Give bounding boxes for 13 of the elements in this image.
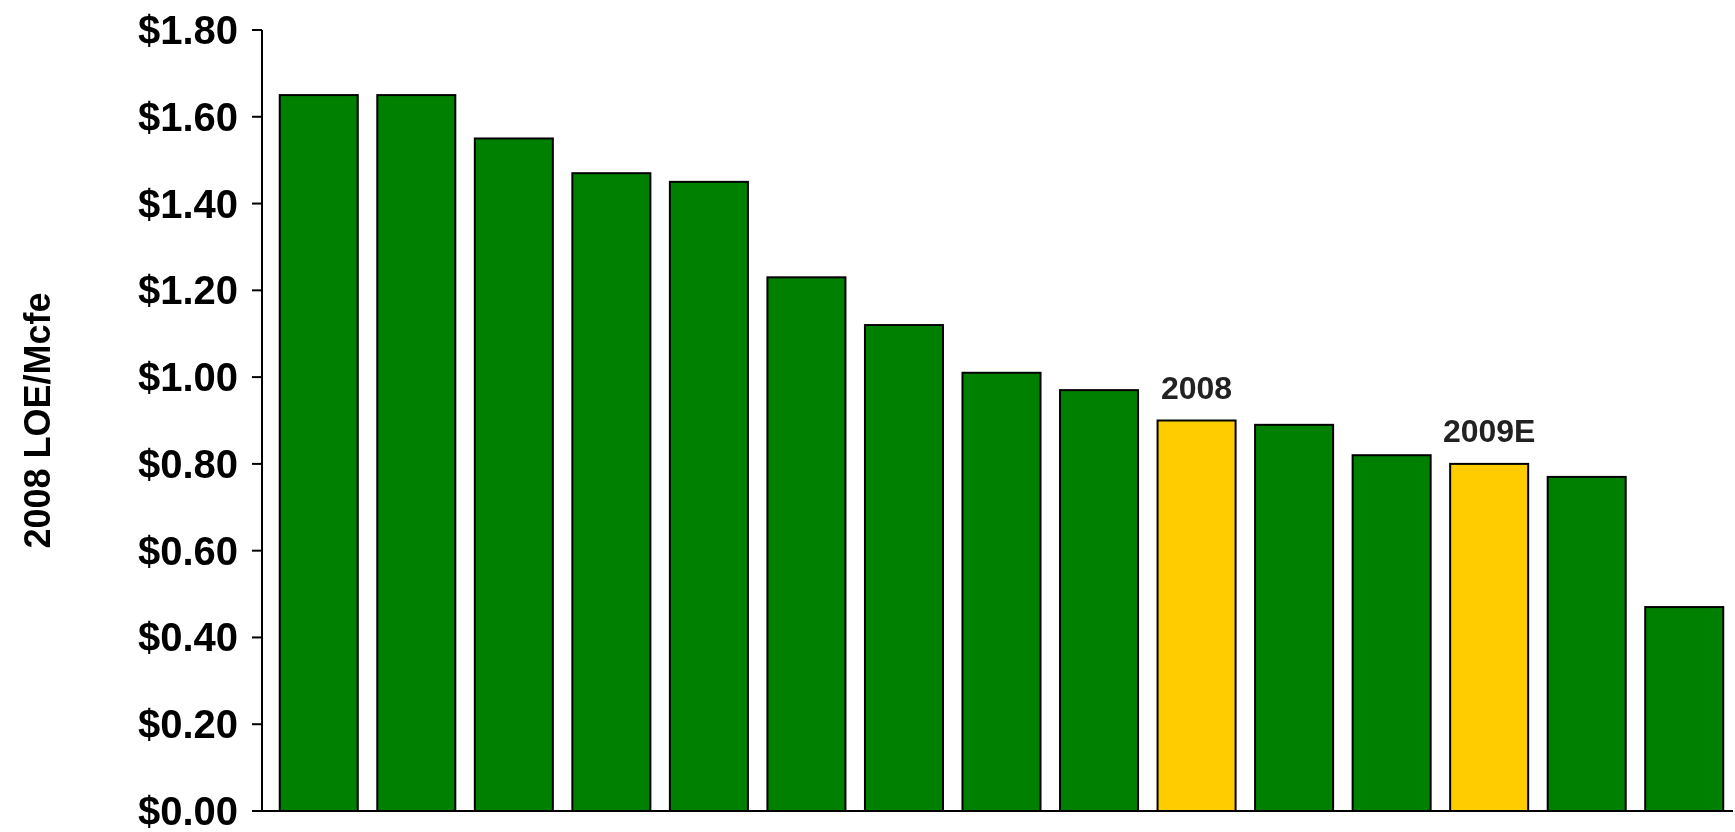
y-tick-label: $1.00 <box>137 355 238 400</box>
y-tick-label: $0.40 <box>137 615 238 660</box>
annotation: 2009E <box>1442 412 1536 449</box>
y-tick-label: $1.80 <box>137 8 238 52</box>
y-tick-label: $0.20 <box>137 702 238 747</box>
annotation: 2008 <box>1160 369 1233 406</box>
y-tick-label: $0.00 <box>137 789 238 832</box>
y-tick-label: $0.80 <box>137 441 238 486</box>
y-tick-label: $1.60 <box>137 94 238 139</box>
y-tick-label: $0.60 <box>137 528 238 573</box>
y-axis-title: 2008 LOE/Mcfe <box>17 292 58 549</box>
y-tick-label: $1.20 <box>137 268 238 313</box>
y-tick-label: $1.40 <box>137 181 238 226</box>
